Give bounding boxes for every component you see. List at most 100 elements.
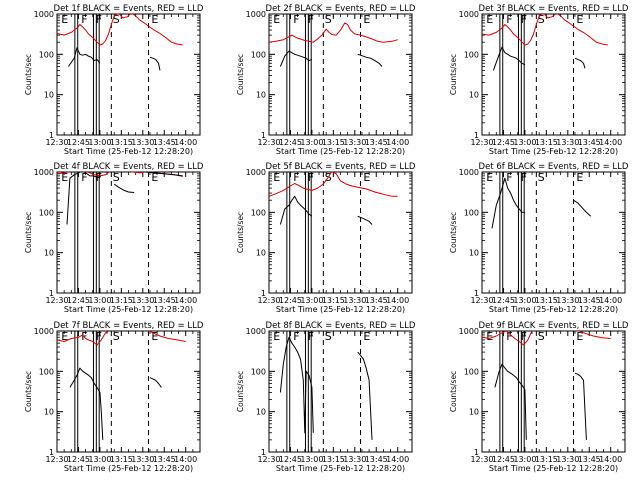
panel-det-4: Det 4f BLACK = Events, RED = LLD 1 10 100 10… [24,162,204,314]
y-tick-label: 1000 [246,10,266,19]
region-label-f: F [293,330,299,343]
plot-area [482,331,611,440]
x-tick-label: 12:30 [45,296,68,305]
series-lld-red [57,14,183,46]
y-tick-label: 1000 [459,327,479,336]
x-tick-label: 14:00 [174,296,197,305]
y-tick-label: 100 [464,367,479,376]
x-tick-label: 13:00 [300,138,323,147]
series-events-black [279,195,373,225]
panel-title: Det 7f BLACK = Events, RED = LLD [54,321,204,331]
region-label-f: F [506,13,512,26]
x-tick-label: 13:15 [535,455,558,464]
x-tick-label: 13:30 [556,455,579,464]
x-tick-label: 13:15 [322,296,345,305]
y-tick-label: 100 [251,208,266,217]
plot-area [482,14,608,71]
x-tick-label: 12:30 [257,455,280,464]
x-tick-label: 13:00 [88,455,111,464]
region-label-s: S [325,13,332,26]
y-axis-label: Counts/sec [449,54,458,95]
x-tick-label: 12:30 [470,455,493,464]
x-tick-label: 12:45 [492,455,515,464]
region-label-e: E [61,330,68,343]
region-label-e: E [576,330,583,343]
x-tick-label: 12:45 [279,138,302,147]
region-label-f: F [308,171,314,184]
region-label-e: E [151,13,158,26]
x-tick-label: 13:15 [110,455,133,464]
x-tick-label: 13:00 [513,138,536,147]
x-tick-label: 13:00 [300,296,323,305]
region-label-f: F [81,171,87,184]
region-label-f: F [293,171,299,184]
plot-frame [481,13,626,136]
x-tick-label: 13:30 [556,296,579,305]
x-tick-label: 14:00 [599,138,622,147]
region-label-f: F [308,13,314,26]
y-tick-label: 1 [49,448,54,457]
series-lld-red [57,331,186,346]
plot-frame [481,330,626,453]
series-events-black [279,336,373,440]
region-label-e: E [273,330,280,343]
y-tick-label: 10 [469,249,479,258]
x-tick-label: 14:00 [386,296,409,305]
x-tick-label: 13:00 [88,296,111,305]
series-events-black [279,50,383,67]
region-label-e: E [363,13,370,26]
x-tick-label: 13:00 [513,296,536,305]
plot-frame [268,13,413,136]
y-tick-label: 100 [464,50,479,59]
panel-title: Det 9f BLACK = Events, RED = LLD [479,321,629,331]
y-tick-label: 100 [39,208,54,217]
x-tick-label: 12:45 [67,296,90,305]
series-events-black [66,172,183,225]
panel-det-1: Det 1f BLACK = Events, RED = LLD 1 10 100 10… [24,4,204,156]
series-lld-red [269,172,398,197]
region-label-s: S [538,330,545,343]
panel-title: Det 3f BLACK = Events, RED = LLD [479,4,629,14]
x-axis-label: Start Time (25-Feb-12 12:28:20) [489,305,618,314]
y-tick-label: 1 [261,289,266,298]
x-axis-label: Start Time (25-Feb-12 12:28:20) [64,464,193,473]
panel-det-8: Det 8f BLACK = Events, RED = LLD 1 10 100 10… [236,321,416,473]
region-label-f: F [506,330,512,343]
y-tick-label: 1 [49,289,54,298]
y-tick-label: 10 [469,408,479,417]
x-tick-label: 12:30 [470,296,493,305]
series-events-black [492,46,586,71]
x-tick-label: 12:45 [67,455,90,464]
y-tick-label: 1000 [34,327,54,336]
y-tick-label: 1 [474,448,479,457]
x-tick-label: 13:45 [365,138,388,147]
x-axis-label: Start Time (25-Feb-12 12:28:20) [489,464,618,473]
y-axis-label: Counts/sec [449,212,458,253]
y-tick-label: 10 [469,91,479,100]
x-tick-label: 14:00 [174,138,197,147]
y-tick-label: 100 [39,367,54,376]
x-tick-label: 12:30 [257,138,280,147]
y-tick-label: 10 [256,249,266,258]
plot-frame [56,330,201,453]
region-label-e: E [363,171,370,184]
region-label-s: S [113,171,120,184]
region-label-f: F [96,330,102,343]
x-tick-label: 12:45 [492,296,515,305]
region-label-e: E [61,171,68,184]
y-axis-label: Counts/sec [24,54,33,95]
x-tick-label: 12:30 [45,455,68,464]
series-lld-red [482,331,611,346]
x-tick-label: 14:00 [386,138,409,147]
x-tick-label: 13:00 [513,455,536,464]
y-axis-label: Counts/sec [449,371,458,412]
x-tick-label: 13:30 [343,138,366,147]
y-tick-label: 1000 [459,168,479,177]
plot-area [57,172,183,225]
region-label-e: E [576,171,583,184]
region-label-f: F [521,171,527,184]
series-lld-red [269,22,398,43]
region-label-s: S [113,330,120,343]
panel-det-6: Det 6f BLACK = Events, RED = LLD 1 10 100 10… [449,162,629,314]
